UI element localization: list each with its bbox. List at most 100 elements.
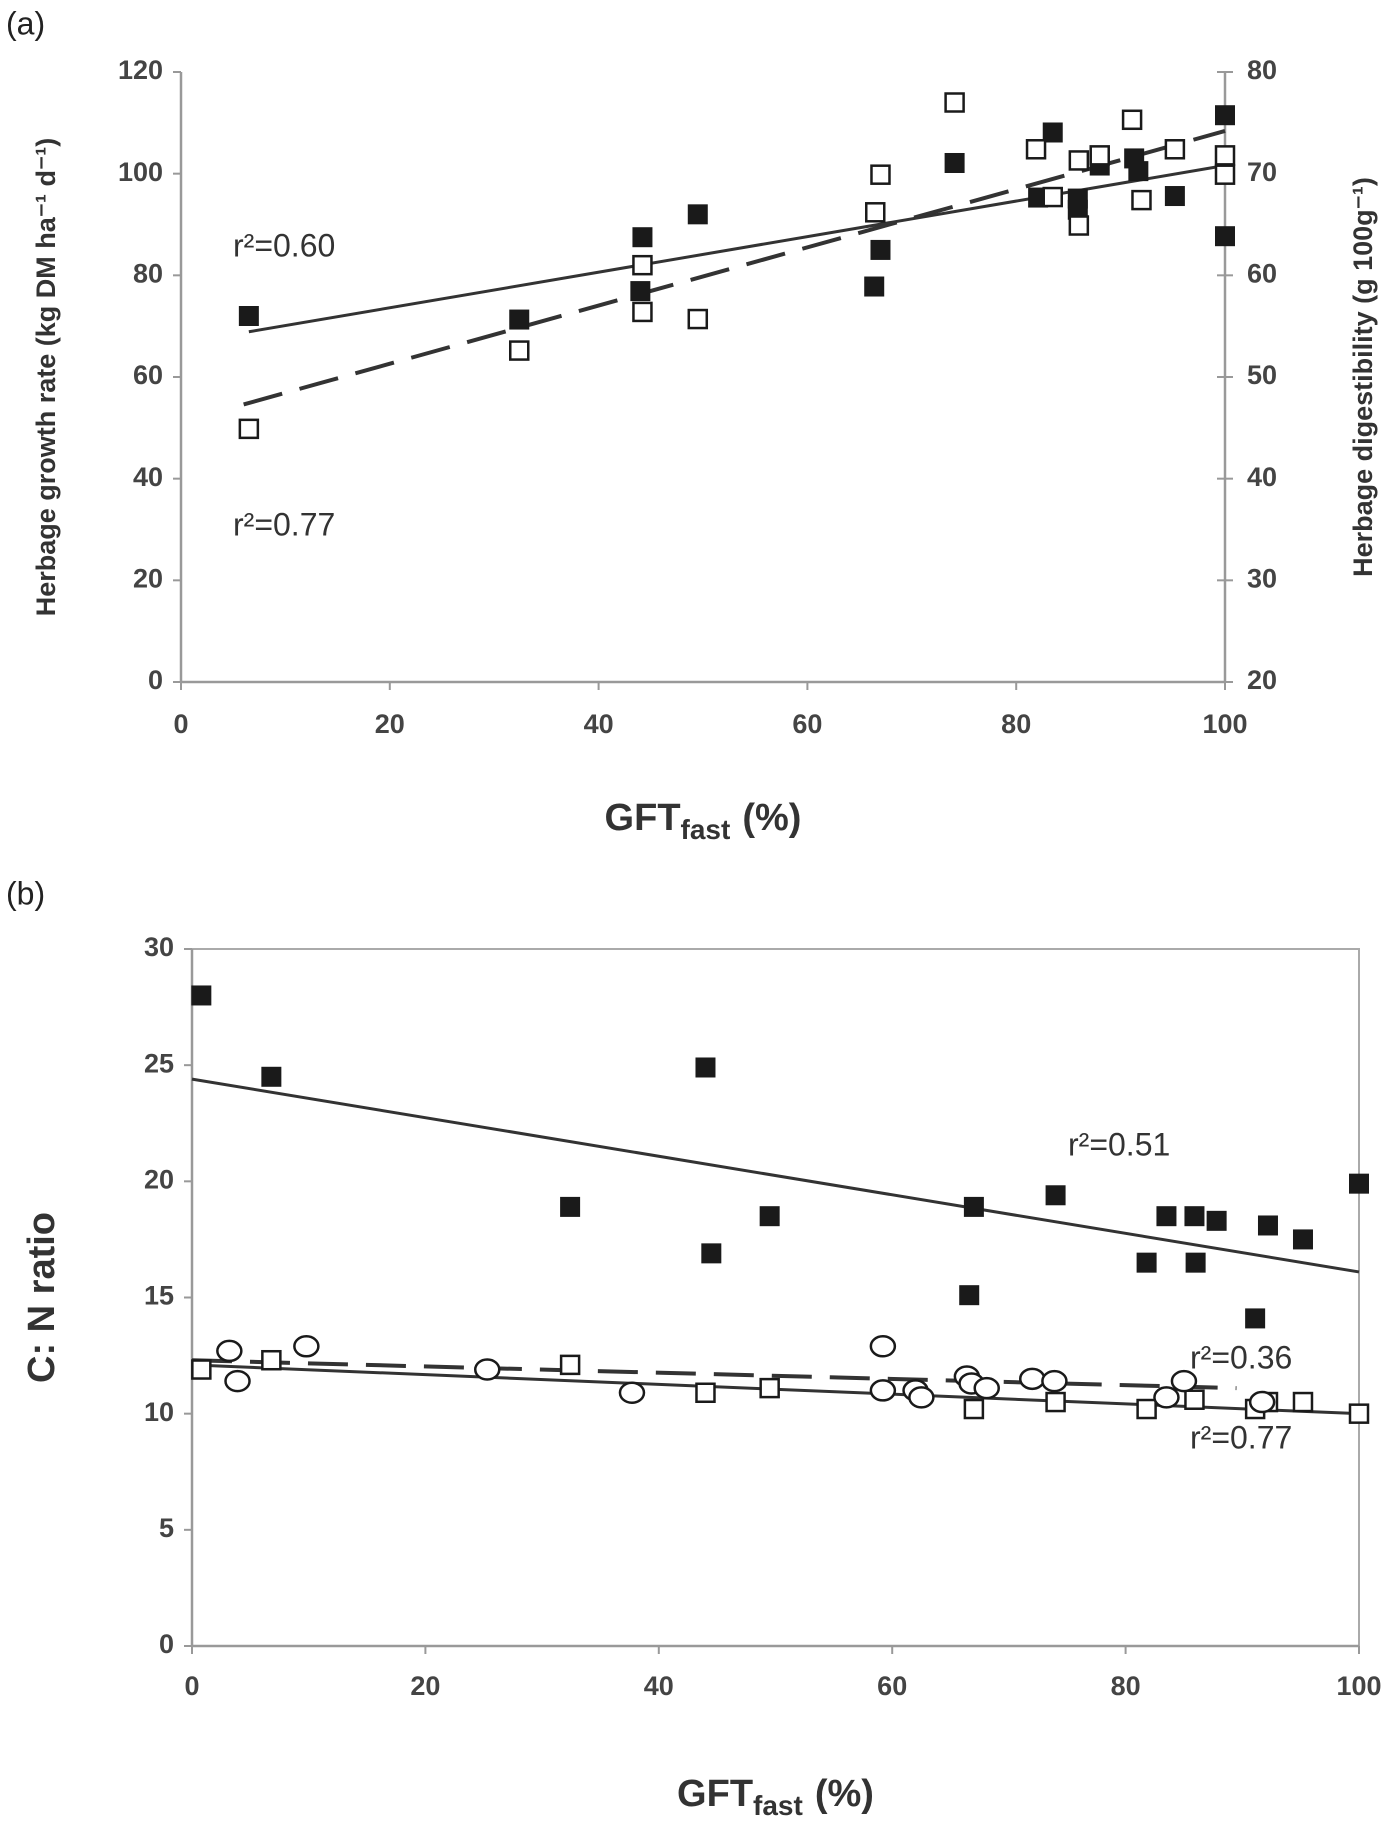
y2-tick-label: 50: [1247, 360, 1277, 390]
point: [1045, 1185, 1066, 1206]
x-label-subscript: fast: [753, 1790, 803, 1821]
y-tick-label: 30: [144, 932, 174, 962]
point: [864, 276, 885, 297]
point: [1215, 226, 1235, 247]
y-tick-label: 0: [159, 1629, 174, 1659]
x-tick-label: 60: [792, 709, 822, 739]
x-label-unit: (%): [815, 1773, 874, 1815]
point: [1248, 1390, 1276, 1414]
y-tick-label: 100: [118, 157, 163, 187]
point: [1348, 1403, 1370, 1424]
y-tick-label: 40: [133, 462, 163, 492]
point: [474, 1358, 501, 1381]
point: [1018, 1367, 1046, 1391]
y2-tick-label: 80: [1247, 55, 1277, 85]
x-label-main: GFT: [677, 1773, 753, 1815]
x-axis-label: GFTfast (%): [605, 797, 802, 845]
y2-tick-label: 40: [1247, 462, 1277, 492]
point: [1042, 122, 1063, 143]
point: [1184, 1389, 1205, 1410]
y2-tick-label: 70: [1247, 157, 1277, 187]
x-label-main: GFT: [605, 797, 681, 839]
y-tick-label: 15: [144, 1281, 174, 1311]
r2-annotation: r²=0.60: [233, 227, 335, 263]
y-axis-label: Herbage growth rate (kg DM ha⁻¹ d⁻¹): [31, 138, 61, 617]
x-tick-label: 60: [877, 1671, 907, 1701]
point: [1214, 145, 1236, 166]
point: [695, 1057, 716, 1078]
point: [560, 1196, 581, 1217]
x-tick-label: 100: [1336, 1671, 1381, 1701]
x-tick-label: 0: [173, 709, 188, 739]
x-tick-label: 80: [1111, 1671, 1141, 1701]
point: [1136, 1252, 1157, 1273]
y-tick-label: 20: [144, 1164, 174, 1194]
point: [224, 1369, 251, 1393]
point: [238, 306, 259, 326]
point: [1292, 1391, 1314, 1413]
point: [1121, 109, 1143, 131]
point: [261, 1349, 282, 1371]
y-tick-label: 0: [148, 665, 163, 695]
x-tick-label: 40: [644, 1671, 674, 1701]
regression-line: [243, 129, 1226, 407]
point: [1245, 1308, 1266, 1329]
point: [1215, 105, 1235, 126]
point: [1136, 1398, 1157, 1420]
point: [870, 164, 891, 185]
point: [759, 1377, 780, 1399]
y-tick-label: 60: [133, 360, 163, 390]
point: [963, 1398, 985, 1420]
x-tick-label: 20: [410, 1671, 440, 1701]
point: [1042, 186, 1063, 208]
y2-tick-label: 30: [1247, 563, 1277, 593]
point: [944, 152, 965, 173]
point: [1025, 139, 1047, 160]
point: [963, 1196, 984, 1217]
point: [1164, 186, 1185, 207]
y-tick-label: 20: [133, 563, 163, 593]
point: [509, 309, 530, 330]
point: [1184, 1206, 1205, 1227]
point: [238, 418, 260, 440]
point: [1045, 1391, 1066, 1413]
y-tick-label: 25: [144, 1048, 174, 1078]
r2-annotation: r²=0.77: [233, 506, 335, 542]
x-tick-label: 80: [1001, 709, 1031, 739]
y2-tick-label: 20: [1247, 665, 1277, 695]
x-tick-label: 0: [184, 1671, 199, 1701]
point: [1349, 1173, 1369, 1194]
point: [1257, 1215, 1278, 1236]
point: [618, 1381, 646, 1405]
point: [759, 1206, 780, 1227]
point: [701, 1243, 722, 1264]
point: [1170, 1369, 1198, 1393]
point: [1156, 1206, 1177, 1227]
point: [1068, 215, 1090, 236]
point: [191, 1359, 212, 1380]
point: [908, 1386, 935, 1409]
plot-frame: [191, 948, 1360, 1647]
x-label-subscript: fast: [681, 814, 731, 845]
point: [261, 1066, 282, 1087]
y-tick-label: 10: [144, 1397, 174, 1427]
point: [687, 204, 708, 225]
point: [1164, 139, 1186, 160]
x-tick-label: 40: [584, 709, 614, 739]
panel-label: (b): [6, 875, 45, 911]
point: [1067, 199, 1088, 220]
point: [1292, 1229, 1313, 1250]
x-axis-label: GFTfast (%): [677, 1773, 874, 1821]
point: [869, 1335, 897, 1358]
point: [1068, 150, 1090, 171]
point: [973, 1376, 1000, 1400]
point: [695, 1382, 716, 1404]
point: [1131, 189, 1152, 211]
point: [191, 985, 212, 1006]
panel-label: (a): [6, 5, 45, 41]
r2-annotation: r²=0.77: [1190, 1419, 1292, 1455]
x-tick-label: 100: [1202, 709, 1247, 739]
point: [509, 340, 530, 361]
regression-line: [191, 1077, 1360, 1274]
